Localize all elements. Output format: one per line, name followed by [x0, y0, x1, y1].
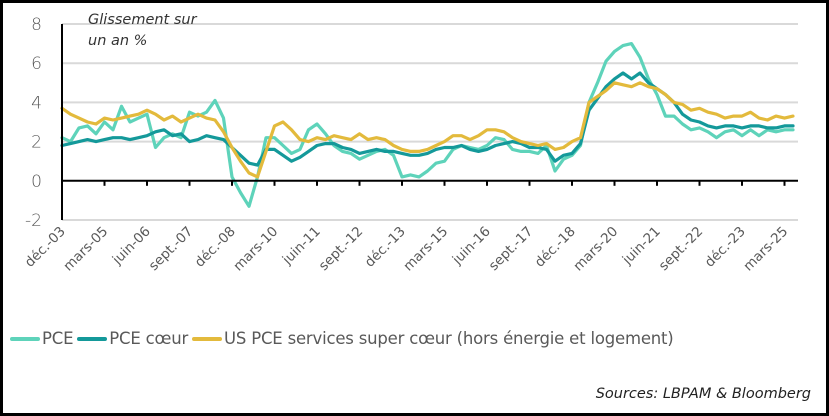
y-tick-label: -2 [25, 211, 42, 231]
chart-annotation-line-2: un an % [88, 33, 147, 49]
x-tick-label: mars-10 [230, 224, 281, 275]
series-line-super-coeur [60, 81, 795, 179]
x-tick-label: mars-25 [740, 224, 791, 275]
legend-swatch-pce-coeur [77, 336, 108, 341]
source-note: Sources: LBPAM & Bloomberg [595, 386, 811, 402]
series-lines [60, 41, 795, 208]
x-tick-label: mars-15 [400, 224, 451, 275]
x-tick-label: sept.-17 [486, 224, 537, 275]
x-tick-label: sept.-12 [316, 224, 367, 275]
legend-item-super-coeur: US PCE services super cœur (hors énergie… [192, 329, 674, 348]
y-tick-label: 0 [31, 172, 42, 192]
legend-item-pce-coeur: PCE cœur [77, 329, 188, 348]
y-tick-label: 8 [31, 15, 42, 35]
series-line-pce-coeur [60, 71, 795, 167]
legend-label-pce: PCE [42, 329, 74, 348]
x-tick-label: sept.-22 [656, 224, 707, 275]
x-tick-label: mars-20 [570, 224, 621, 275]
x-axis-tick-labels: déc.-03mars-05juin-06sept.-07déc.-08mars… [22, 224, 792, 275]
series-line-pce [60, 41, 795, 208]
y-tick-label: 6 [31, 54, 42, 74]
legend-label-pce-coeur: PCE cœur [109, 329, 189, 348]
legend-swatch-super-coeur [192, 336, 223, 341]
legend-item-pce: PCE [10, 329, 73, 348]
legend-swatch-pce [10, 336, 40, 341]
axes [61, 24, 798, 220]
y-tick-label: 2 [31, 133, 42, 153]
x-tick-label: mars-05 [60, 224, 111, 275]
x-tick-label: sept.-07 [146, 224, 197, 275]
y-axis-tick-labels: -2 0 2 4 6 8 [25, 15, 42, 231]
legend-label-super-coeur: US PCE services super cœur (hors énergie… [224, 329, 674, 348]
gridlines [62, 23, 798, 221]
chart-annotation-line-1: Glissement sur [88, 12, 198, 28]
y-tick-label: 4 [31, 93, 42, 113]
legend: PCE PCE cœur US PCE services super cœur … [10, 329, 678, 348]
